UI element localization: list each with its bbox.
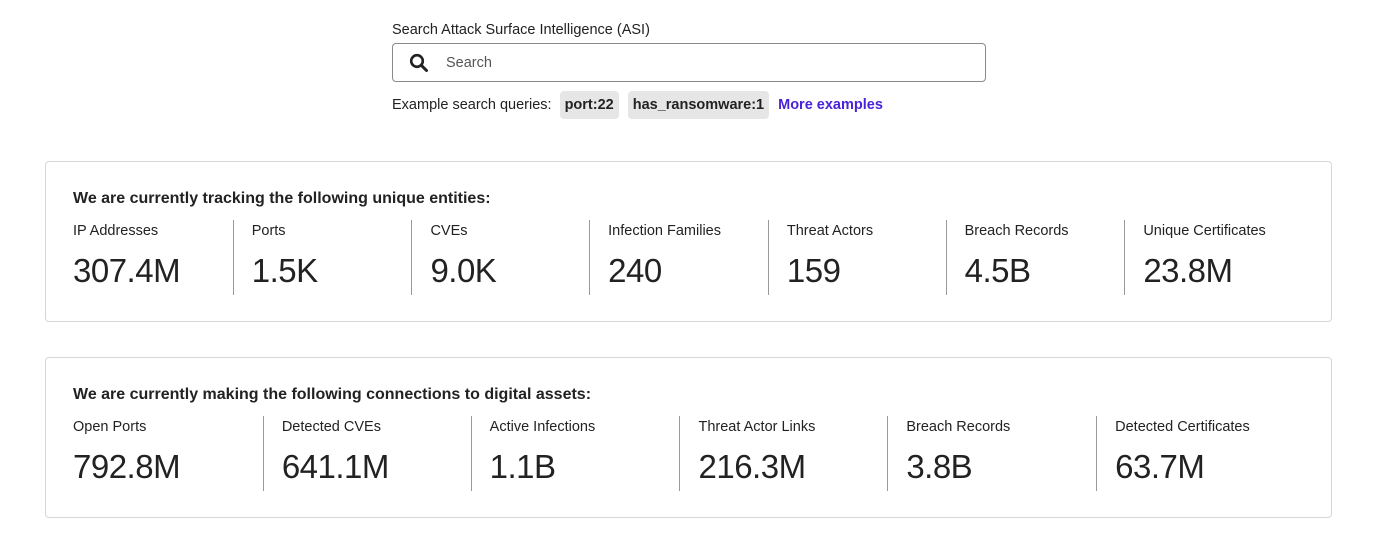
stat-label: Active Infections bbox=[489, 419, 596, 435]
stat-label: Detected CVEs bbox=[281, 419, 381, 435]
unique-entities-card: We are currently tracking the following … bbox=[45, 161, 1332, 322]
stat-label: Detected Certificates bbox=[1115, 419, 1250, 435]
stat-value: 307.4M bbox=[73, 252, 181, 289]
stat-ports: Ports 1.5K bbox=[232, 220, 412, 295]
search-icon bbox=[409, 53, 429, 73]
example-queries: Example search queries: port:22 has_rans… bbox=[392, 91, 986, 119]
stat-label: Breach Records bbox=[906, 419, 1011, 435]
stat-threat-actors: Threat Actors 159 bbox=[767, 220, 946, 295]
stat-value: 641.1M bbox=[281, 448, 390, 485]
stat-threat-actor-links: Threat Actor Links 216.3M bbox=[679, 416, 887, 491]
card-title: We are currently tracking the following … bbox=[73, 190, 491, 207]
digital-assets-card: We are currently making the following co… bbox=[45, 357, 1332, 518]
stat-label: Breach Records bbox=[964, 223, 1069, 239]
search-label: Search Attack Surface Intelligence (ASI) bbox=[392, 22, 650, 38]
stat-value: 1.1B bbox=[489, 448, 556, 485]
stat-breach-records: Breach Records 4.5B bbox=[945, 220, 1125, 295]
stat-value: 216.3M bbox=[698, 448, 806, 485]
stat-label: Unique Certificates bbox=[1143, 223, 1266, 239]
search-section: Search Attack Surface Intelligence (ASI)… bbox=[392, 20, 986, 119]
stat-label: Open Ports bbox=[73, 419, 147, 435]
stat-value: 1.5K bbox=[251, 252, 318, 289]
search-box[interactable] bbox=[392, 43, 986, 82]
card-title: We are currently making the following co… bbox=[73, 386, 592, 403]
stat-label: Ports bbox=[251, 223, 286, 239]
stat-detected-certificates: Detected Certificates 63.7M bbox=[1096, 416, 1304, 491]
stat-value: 4.5B bbox=[964, 252, 1031, 289]
stat-value: 9.0K bbox=[430, 252, 497, 289]
stat-label: Threat Actors bbox=[786, 223, 874, 239]
stat-value: 792.8M bbox=[73, 448, 181, 485]
stat-breach-records: Breach Records 3.8B bbox=[887, 416, 1096, 491]
stat-unique-certificates: Unique Certificates 23.8M bbox=[1124, 220, 1304, 295]
example-query-port[interactable]: port:22 bbox=[559, 91, 619, 119]
search-input[interactable] bbox=[446, 54, 985, 71]
stat-ip-addresses: IP Addresses 307.4M bbox=[73, 220, 233, 295]
stat-cves: CVEs 9.0K bbox=[411, 220, 589, 295]
stat-label: Threat Actor Links bbox=[698, 419, 816, 435]
more-examples-link[interactable]: More examples bbox=[778, 97, 883, 113]
stat-value: 63.7M bbox=[1115, 448, 1205, 485]
stat-value: 3.8B bbox=[906, 448, 973, 485]
example-query-ransomware[interactable]: has_ransomware:1 bbox=[627, 91, 770, 119]
stat-label: IP Addresses bbox=[73, 223, 159, 239]
connections-stats: Open Ports 792.8M Detected CVEs 641.1M A… bbox=[73, 416, 1304, 491]
stat-open-ports: Open Ports 792.8M bbox=[73, 416, 263, 491]
stat-label: CVEs bbox=[430, 223, 468, 239]
stat-detected-cves: Detected CVEs 641.1M bbox=[262, 416, 471, 491]
stat-value: 159 bbox=[786, 252, 841, 289]
stat-label: Infection Families bbox=[608, 223, 721, 239]
stat-infection-families: Infection Families 240 bbox=[589, 220, 768, 295]
stat-active-infections: Active Infections 1.1B bbox=[470, 416, 680, 491]
examples-label: Example search queries: bbox=[392, 97, 552, 113]
stat-value: 240 bbox=[608, 252, 662, 289]
entities-stats: IP Addresses 307.4M Ports 1.5K CVEs 9.0K… bbox=[73, 220, 1304, 295]
stat-value: 23.8M bbox=[1143, 252, 1233, 289]
